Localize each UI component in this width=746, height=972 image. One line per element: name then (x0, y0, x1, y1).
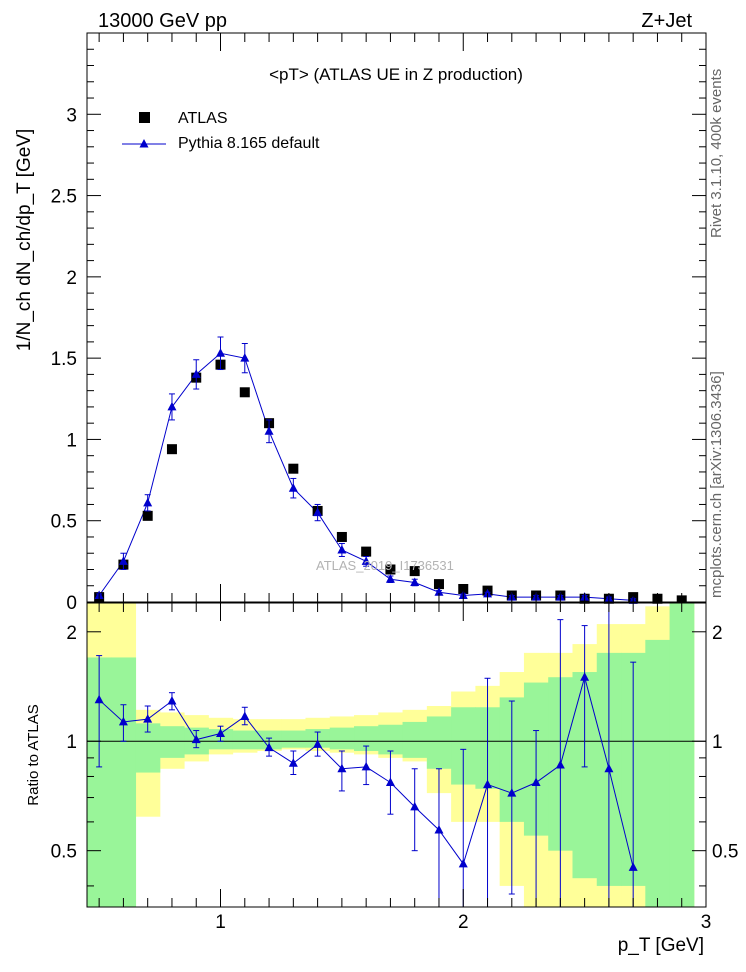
x-tick-label: 1 (215, 912, 226, 933)
ratio-data-point (143, 714, 153, 723)
uncertainty-band-inner (645, 639, 671, 907)
ratio-data-point (458, 858, 468, 868)
ratio-y-tick-label: 1 (66, 732, 77, 753)
ratio-data-point (264, 742, 274, 752)
ratio-data-point (337, 763, 347, 773)
ratio-data-point (94, 694, 104, 704)
uncertainty-band-inner (232, 730, 258, 750)
atlas-data-point (336, 531, 347, 542)
pythia-data-point (191, 369, 201, 378)
pythia-data-point (361, 556, 371, 565)
atlas-data-point (239, 387, 250, 398)
y-tick-label: 1 (66, 430, 77, 451)
ratio-data-point (313, 739, 323, 748)
legend-marker-pythia (139, 139, 149, 148)
ratio-data-point (118, 716, 128, 726)
uncertainty-band-inner (669, 603, 695, 907)
ratio-data-point (167, 696, 177, 705)
ratio-data-point (361, 761, 371, 771)
main-y-axis-label: 1/N_ch dN_ch/dp_T [GeV] (14, 129, 35, 352)
x-tick-label: 3 (701, 912, 712, 933)
atlas-data-point (385, 564, 396, 575)
legend-label-atlas: ATLAS (178, 110, 228, 127)
header-process-label: Z+Jet (641, 10, 692, 32)
uncertainty-band-inner (281, 730, 306, 748)
ratio-data-point (531, 777, 541, 787)
uncertainty-band-inner (378, 724, 404, 755)
ratio-y-tick-label: 0.5 (51, 842, 77, 863)
uncertainty-band-inner (426, 716, 452, 769)
y-tick-label: 1.5 (51, 349, 77, 370)
atlas-data-point (142, 510, 153, 521)
uncertainty-band-inner (329, 727, 355, 750)
atlas-data-point (433, 579, 444, 590)
ratio-y-tick-label-right: 1 (712, 732, 723, 753)
y-tick-label: 0 (66, 593, 77, 614)
pythia-data-point (288, 483, 298, 492)
pythia-data-point (240, 353, 250, 362)
legend: ATLAS Pythia 8.165 default (122, 110, 320, 152)
y-tick-label: 2 (66, 268, 77, 289)
atlas-data-point (409, 566, 420, 577)
legend-label-pythia: Pythia 8.165 default (178, 135, 320, 152)
ratio-data-point (628, 862, 638, 871)
ratio-data-point (434, 824, 444, 834)
pythia-data-point (216, 348, 226, 357)
ratio-data-point (385, 777, 395, 787)
x-tick-label: 2 (458, 912, 469, 933)
pythia-data-point (118, 556, 128, 565)
ratio-data-point (191, 734, 201, 744)
header-energy-label: 13000 GeV pp (98, 10, 227, 32)
ratio-data-point (483, 779, 493, 789)
side-label-rivet: Rivet 3.1.10, 400k events (708, 69, 725, 238)
atlas-data-point (166, 444, 177, 455)
ratio-data-point (507, 788, 517, 797)
y-tick-label: 3 (66, 105, 77, 126)
ratio-y-axis-label: Ratio to ATLAS (25, 704, 42, 805)
ratio-data-point (580, 672, 590, 681)
uncertainty-band-inner (159, 726, 185, 758)
pythia-data-point (434, 587, 444, 596)
legend-marker-atlas (139, 112, 150, 123)
side-label-mcplots: mcplots.cern.ch [arXiv:1306.3436] (708, 371, 725, 598)
x-axis-label: p_T [GeV] (618, 935, 704, 956)
ratio-data-point (410, 801, 420, 811)
pythia-data-point (264, 426, 274, 435)
pythia-data-point (313, 507, 323, 517)
ratio-y-tick-label: 2 (66, 623, 77, 644)
ratio-data-point (604, 763, 614, 773)
y-tick-label: 2.5 (51, 187, 77, 208)
ratio-plot-frame (86, 602, 707, 908)
ratio-data-point (288, 758, 298, 767)
pythia-data-point (385, 574, 395, 583)
ratio-y-tick-label-right: 0.5 (712, 842, 738, 863)
pythia-data-point (410, 577, 420, 586)
analysis-watermark: ATLAS_2019_I1736531 (316, 558, 454, 573)
ratio-data-point (216, 728, 226, 738)
atlas-data-point (361, 546, 372, 557)
ratio-y-tick-label-right: 2 (712, 623, 723, 644)
atlas-data-point (288, 463, 299, 474)
ratio-data-point (555, 760, 565, 769)
pythia-data-point (143, 497, 153, 507)
pythia-data-point (167, 401, 177, 411)
y-tick-label: 0.5 (51, 512, 77, 533)
main-plot-title: <pT> (ATLAS UE in Z production) (269, 65, 523, 84)
main-plot-panel: 0 0.5 1 1.5 2 2.5 3 <pT> (ATLAS UE in Z produc… (14, 32, 707, 614)
ratio-plot-panel: 0.5 0.5 1 1 2 2 1 2 3 Ratio to ATLAS p_T [GeV] (25, 602, 738, 956)
uncertainty-band-inner (111, 657, 137, 907)
pythia-data-point (337, 544, 347, 554)
main-plot-frame (86, 32, 707, 603)
uncertainty-band-inner (402, 721, 428, 758)
ratio-data-point (240, 711, 250, 720)
